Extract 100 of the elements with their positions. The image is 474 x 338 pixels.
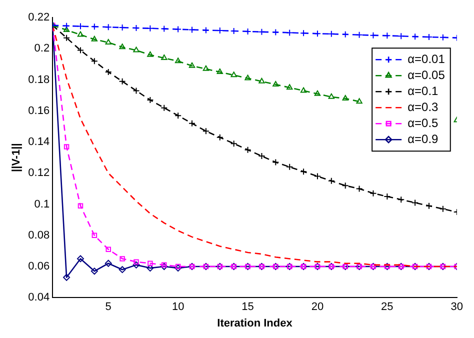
point <box>120 256 125 262</box>
point <box>244 74 251 80</box>
point <box>286 84 293 90</box>
point <box>328 177 335 184</box>
point <box>439 34 446 41</box>
point <box>286 29 294 36</box>
point <box>188 26 196 34</box>
y-tick-label: 0.14 <box>28 136 50 148</box>
point <box>328 30 335 38</box>
legend-label: α=0.01 <box>408 52 446 66</box>
point <box>370 190 377 197</box>
point <box>328 93 335 99</box>
x-tick-label: 30 <box>450 301 464 314</box>
y-tick-label: 0.08 <box>28 229 50 242</box>
x-tick-label: 15 <box>242 301 254 314</box>
legend-label: α=0.05 <box>408 68 446 82</box>
point <box>105 38 112 44</box>
point <box>258 152 266 160</box>
point <box>147 51 154 57</box>
y-tick-label: 0.1 <box>34 198 50 210</box>
point <box>63 26 70 32</box>
point <box>356 185 363 192</box>
legend-label: α=0.3 <box>408 100 439 114</box>
x-tick-label: 25 <box>381 301 394 314</box>
y-axis-title: ||V-1|| <box>10 143 23 172</box>
y-tick-label: 0.06 <box>28 260 50 273</box>
y-tick-label: 0.2 <box>34 42 50 55</box>
point <box>426 202 432 210</box>
point <box>202 128 210 135</box>
point <box>63 22 70 30</box>
y-tick-label: 0.18 <box>28 74 50 86</box>
point <box>412 33 419 40</box>
point <box>188 120 196 127</box>
point <box>300 87 307 93</box>
point <box>76 22 84 30</box>
point <box>104 260 112 267</box>
point <box>342 30 349 38</box>
point <box>148 260 153 266</box>
point <box>230 140 238 148</box>
y-tick-label: 0.22 <box>28 12 50 24</box>
x-tick-label: 20 <box>311 301 324 314</box>
point <box>76 255 84 262</box>
point <box>161 54 168 60</box>
point <box>244 146 252 154</box>
point <box>398 32 405 40</box>
point <box>370 32 377 39</box>
y-tick-label: 0.16 <box>28 104 50 117</box>
point <box>314 30 321 38</box>
point <box>119 44 126 50</box>
point <box>160 104 168 112</box>
point <box>133 46 140 52</box>
point <box>384 32 391 40</box>
point <box>132 261 140 268</box>
point <box>356 31 363 38</box>
point <box>63 274 70 281</box>
point <box>174 112 182 120</box>
point <box>258 78 265 84</box>
point <box>398 196 405 204</box>
point <box>146 264 154 272</box>
point <box>216 68 223 74</box>
point <box>300 30 308 37</box>
point <box>342 94 348 100</box>
point <box>78 203 84 208</box>
point <box>439 205 446 212</box>
point <box>174 58 182 64</box>
point <box>91 36 98 42</box>
point <box>90 58 98 65</box>
point <box>230 72 237 78</box>
point <box>272 80 279 86</box>
point <box>63 34 70 42</box>
point <box>258 28 266 36</box>
legend-label: α=0.1 <box>408 84 439 98</box>
y-tick-label: 0.12 <box>28 167 50 180</box>
point <box>118 78 126 85</box>
point <box>216 134 224 141</box>
point <box>132 87 140 94</box>
point <box>118 266 126 274</box>
point <box>146 96 154 104</box>
legend-label: α=0.5 <box>408 116 439 130</box>
x-tick-label: 5 <box>105 301 112 314</box>
point <box>92 232 98 238</box>
point <box>162 262 167 268</box>
y-tick-label: 0.04 <box>28 292 50 304</box>
point <box>356 98 362 104</box>
point <box>174 264 182 272</box>
point <box>77 31 84 37</box>
point <box>202 65 210 71</box>
point <box>384 192 391 200</box>
point <box>106 246 111 252</box>
point <box>104 68 112 76</box>
point <box>90 268 98 275</box>
point <box>174 26 182 33</box>
point <box>342 182 349 190</box>
point <box>314 90 321 96</box>
point <box>202 26 210 34</box>
point <box>314 172 321 180</box>
point <box>104 24 112 31</box>
point <box>76 46 84 54</box>
point <box>300 168 308 176</box>
x-tick-label: 10 <box>172 301 184 314</box>
